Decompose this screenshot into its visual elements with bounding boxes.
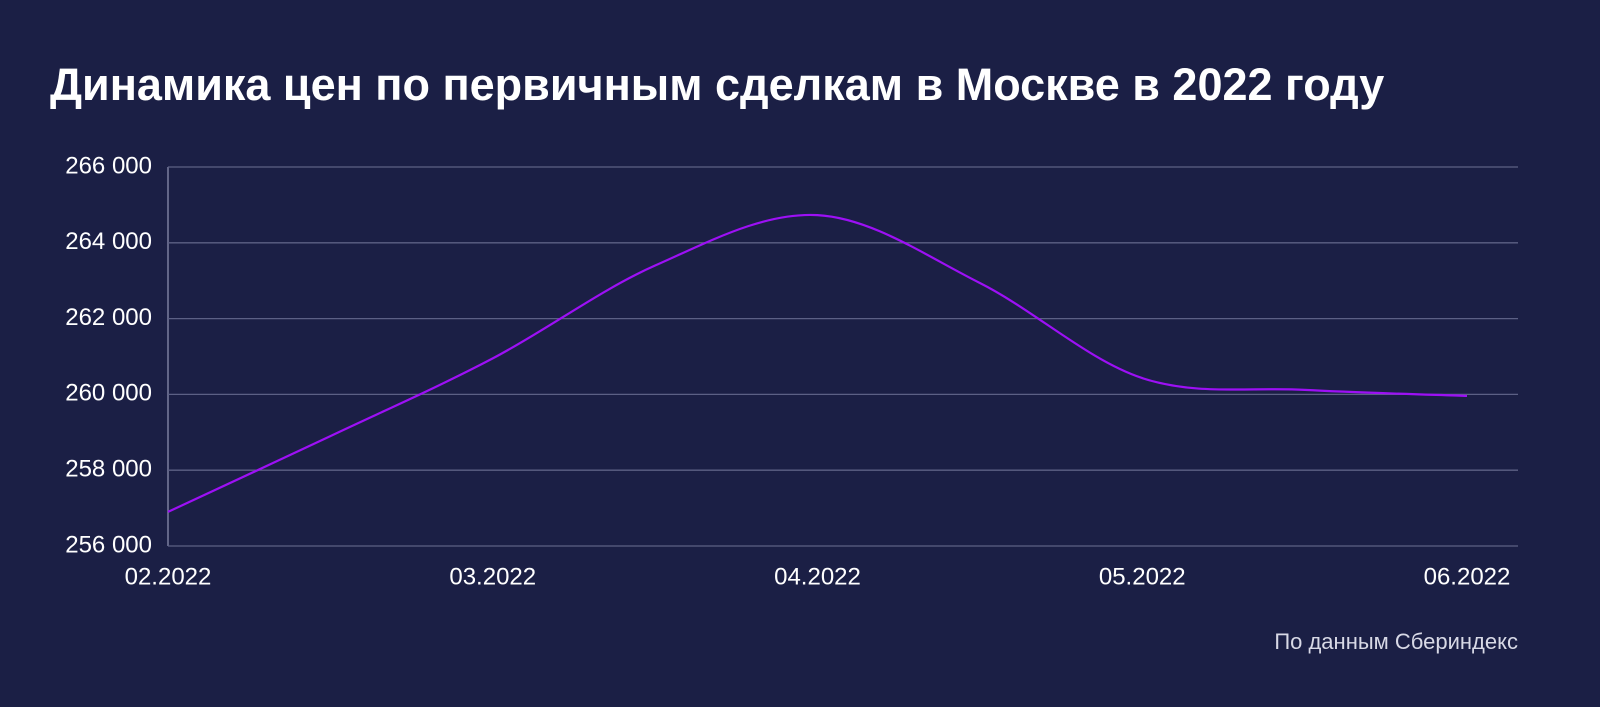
- y-tick-label: 266 000: [65, 152, 152, 179]
- x-tick-label: 02.2022: [125, 563, 212, 590]
- y-tick-label: 262 000: [65, 304, 152, 331]
- line-series: [167, 213, 1468, 513]
- y-tick-label: 260 000: [65, 380, 152, 407]
- x-tick-label: 03.2022: [449, 563, 536, 590]
- y-tick-label: 258 000: [65, 456, 152, 483]
- chart-title: Динамика цен по первичным сделкам в Моск…: [50, 59, 1384, 110]
- x-tick-label: 05.2022: [1099, 563, 1186, 590]
- y-tick-label: 264 000: [65, 228, 152, 255]
- x-tick-label: 04.2022: [774, 563, 861, 590]
- y-tick-label: 256 000: [65, 531, 152, 558]
- x-tick-label: 06.2022: [1424, 563, 1511, 590]
- source-note: По данным Сбериндекс: [1274, 629, 1518, 654]
